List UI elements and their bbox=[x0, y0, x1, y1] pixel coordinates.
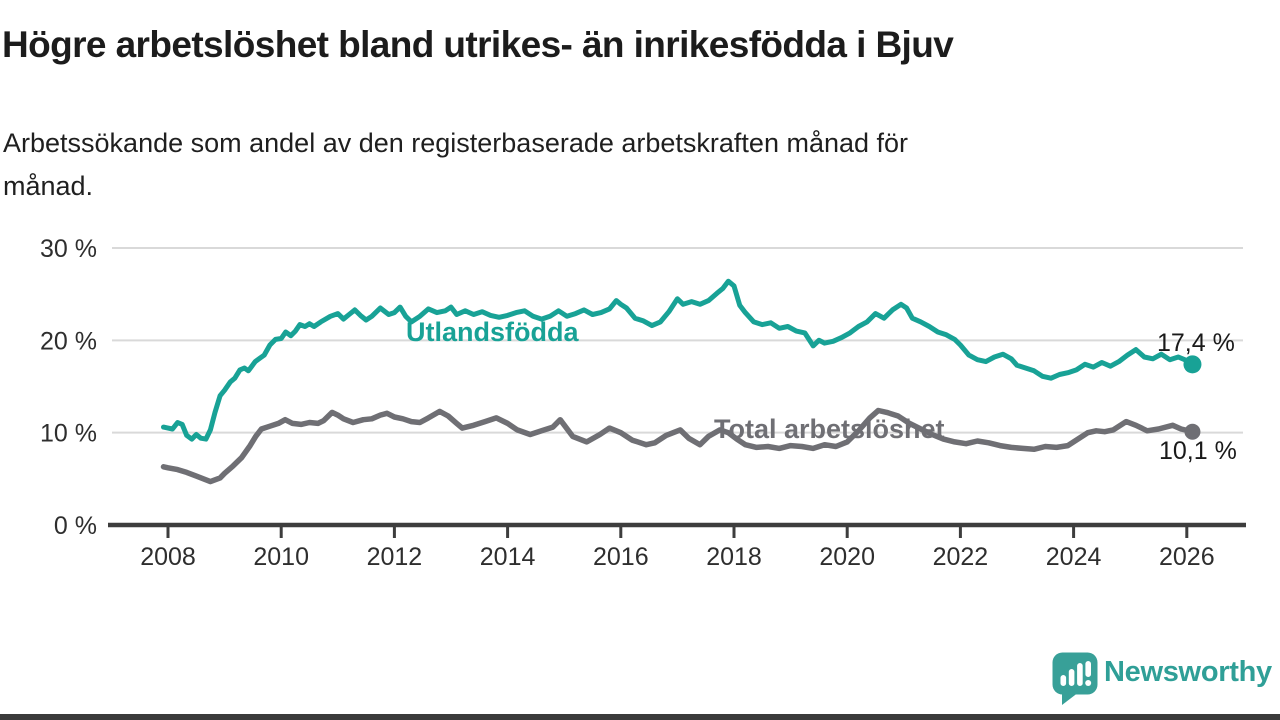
x-tick-label: 2014 bbox=[480, 543, 536, 571]
x-tick-label: 2018 bbox=[706, 543, 762, 571]
x-tick-label: 2024 bbox=[1046, 543, 1102, 571]
chart-subtitle-line-1: Arbetssökande som andel av den registerb… bbox=[3, 128, 909, 158]
series-end-value-label: 10,1 % bbox=[1159, 437, 1237, 465]
x-tick-label: 2016 bbox=[593, 543, 649, 571]
series-end-value-label: 17,4 % bbox=[1157, 329, 1235, 357]
x-tick-label: 2010 bbox=[253, 543, 309, 571]
y-tick-label: 30 % bbox=[40, 235, 97, 263]
y-tick-label: 20 % bbox=[40, 327, 97, 355]
series-inline-label: Utlandsfödda bbox=[406, 317, 579, 347]
series-inline-label: Total arbetslöshet bbox=[714, 414, 945, 444]
y-tick-label: 0 % bbox=[54, 512, 97, 540]
chart-subtitle-line-2: månad. bbox=[3, 171, 94, 201]
series-line-utlandsfodda bbox=[161, 278, 1195, 442]
bottom-accent-bar bbox=[0, 714, 1280, 720]
x-tick-label: 2008 bbox=[140, 543, 196, 571]
x-tick-label: 2020 bbox=[819, 543, 875, 571]
y-tick-label: 10 % bbox=[40, 420, 97, 448]
series-line-total-arbetsloshet bbox=[160, 407, 1196, 485]
x-tick-label: 2012 bbox=[367, 543, 423, 571]
x-tick-label: 2022 bbox=[933, 543, 989, 571]
series-end-dot bbox=[1184, 423, 1201, 440]
chart-title: Högre arbetslöshet bland utrikes- än inr… bbox=[2, 24, 954, 65]
x-tick-label: 2026 bbox=[1159, 543, 1215, 571]
newsworthy-icon bbox=[1052, 652, 1098, 705]
newsworthy-wordmark: Newsworthy bbox=[1104, 656, 1272, 688]
chart-subtitle: Arbetssökande som andel av den registerb… bbox=[3, 122, 1223, 208]
series-end-dot bbox=[1183, 355, 1202, 374]
newsworthy-logo: Newsworthy bbox=[1052, 652, 1280, 708]
